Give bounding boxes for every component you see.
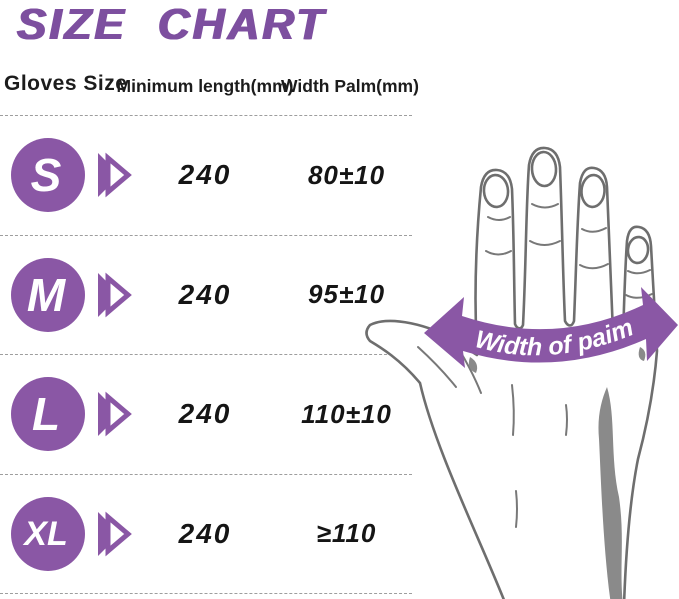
min-length-value: 240	[178, 517, 232, 549]
size-badge-s: S	[11, 138, 85, 213]
table-row: XL 240 ≥110	[0, 473, 412, 594]
column-header-gloves-size: Gloves Size	[4, 72, 128, 95]
advance-arrow-icon	[98, 391, 132, 437]
column-header-width-palm: Width Palm(mm)	[281, 76, 419, 96]
hand-outline	[365, 146, 659, 599]
table-row: S 240 80±10	[0, 115, 412, 235]
width-palm-value: ≥110	[316, 518, 377, 549]
advance-arrow-icon	[98, 272, 132, 318]
width-palm-value: 95±10	[307, 279, 386, 310]
size-table: S 240 80±10 M 240 95±10 L	[0, 115, 412, 594]
size-badge-l: L	[11, 377, 85, 452]
size-badge-xl: XL	[11, 496, 85, 571]
size-letter: S	[30, 149, 62, 202]
width-palm-value: 110±10	[301, 398, 392, 429]
advance-arrow-icon	[98, 511, 132, 557]
table-row: L 240 110±10	[0, 354, 412, 474]
min-length-value: 240	[178, 159, 232, 191]
table-row: M 240 95±10	[0, 234, 412, 355]
size-badge-m: M	[11, 257, 85, 332]
hand-illustration: Width of paim	[365, 146, 678, 599]
size-letter: XL	[24, 514, 68, 553]
min-length-value: 240	[178, 278, 232, 310]
width-palm-value: 80±10	[307, 159, 386, 190]
advance-arrow-icon	[98, 152, 132, 198]
size-letter: L	[31, 388, 61, 441]
size-letter: M	[26, 268, 66, 321]
min-length-value: 240	[178, 398, 232, 430]
column-header-minimum-length: Minimum length(mm)	[116, 76, 294, 96]
page-title: SIZE CHART	[16, 0, 326, 49]
